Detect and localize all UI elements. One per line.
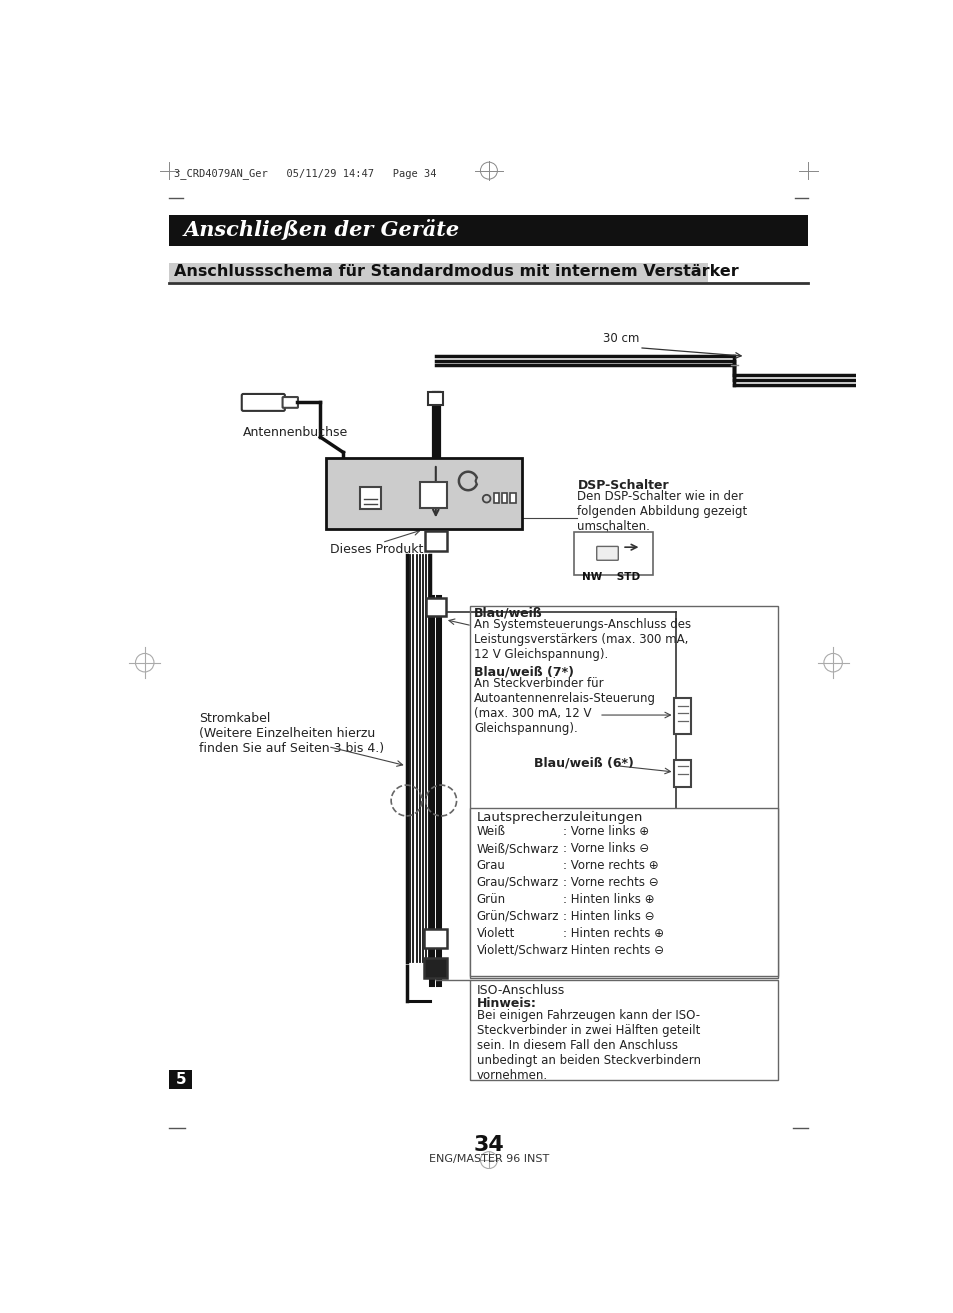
Text: Blau/weiß (6*): Blau/weiß (6*) <box>533 756 633 769</box>
FancyBboxPatch shape <box>493 494 498 503</box>
FancyBboxPatch shape <box>425 530 446 551</box>
Text: Den DSP-Schalter wie in der
folgenden Abbildung gezeigt
umschalten.: Den DSP-Schalter wie in der folgenden Ab… <box>577 490 747 533</box>
FancyBboxPatch shape <box>282 397 297 408</box>
FancyBboxPatch shape <box>470 979 777 1081</box>
Text: Violett/Schwarz: Violett/Schwarz <box>476 944 568 957</box>
FancyBboxPatch shape <box>501 494 507 503</box>
FancyBboxPatch shape <box>574 532 652 575</box>
Text: Grün/Schwarz: Grün/Schwarz <box>476 910 558 923</box>
Text: : Vorne links ⊖: : Vorne links ⊖ <box>562 842 648 855</box>
Text: : Hinten rechts ⊕: : Hinten rechts ⊕ <box>562 927 663 940</box>
Text: Lautsprecherzuleitungen: Lautsprecherzuleitungen <box>476 810 642 823</box>
Text: Anschließen der Geräte: Anschließen der Geräte <box>183 219 459 240</box>
Text: 30 cm: 30 cm <box>602 332 639 345</box>
Text: Grün: Grün <box>476 893 505 906</box>
Text: ENG/MASTER 96 INST: ENG/MASTER 96 INST <box>428 1154 549 1163</box>
Text: Anschlussschema für Standardmodus mit internem Verstärker: Anschlussschema für Standardmodus mit in… <box>173 264 738 280</box>
Text: Hinweis:: Hinweis: <box>476 997 536 1010</box>
Text: : Vorne rechts ⊕: : Vorne rechts ⊕ <box>562 859 658 872</box>
FancyBboxPatch shape <box>674 699 691 734</box>
Text: : Hinten links ⊕: : Hinten links ⊕ <box>562 893 654 906</box>
Text: ISO-Anschluss: ISO-Anschluss <box>476 983 564 997</box>
FancyBboxPatch shape <box>170 263 708 282</box>
Text: Grau: Grau <box>476 859 505 872</box>
Text: : Vorne links ⊕: : Vorne links ⊕ <box>562 825 648 838</box>
Text: : Hinten rechts ⊖: : Hinten rechts ⊖ <box>562 944 663 957</box>
FancyBboxPatch shape <box>596 546 618 561</box>
FancyBboxPatch shape <box>428 393 443 404</box>
FancyBboxPatch shape <box>241 394 285 411</box>
Text: DSP-Schalter: DSP-Schalter <box>577 479 668 492</box>
FancyBboxPatch shape <box>470 809 777 976</box>
Text: An Steckverbinder für
Autoantennenrelais-Steuerung
(max. 300 mA, 12 V
Gleichspan: An Steckverbinder für Autoantennenrelais… <box>474 678 656 735</box>
Text: Violett: Violett <box>476 927 515 940</box>
FancyBboxPatch shape <box>170 1070 193 1090</box>
Text: An Systemsteuerungs-Anschluss des
Leistungsverstärkers (max. 300 mA,
12 V Gleich: An Systemsteuerungs-Anschluss des Leistu… <box>474 618 691 660</box>
Text: Weiß/Schwarz: Weiß/Schwarz <box>476 842 558 855</box>
Text: 5: 5 <box>175 1071 186 1087</box>
Text: : Vorne rechts ⊖: : Vorne rechts ⊖ <box>562 876 658 889</box>
Text: Stromkabel
(Weitere Einzelheiten hierzu
finden Sie auf Seiten 3 bis 4.): Stromkabel (Weitere Einzelheiten hierzu … <box>198 712 383 755</box>
Text: : Hinten links ⊖: : Hinten links ⊖ <box>562 910 654 923</box>
FancyBboxPatch shape <box>170 215 807 246</box>
Text: Dieses Produkt: Dieses Produkt <box>329 542 422 555</box>
Text: Antennenbuchse: Antennenbuchse <box>243 425 348 439</box>
FancyBboxPatch shape <box>424 958 447 978</box>
Text: NW    STD: NW STD <box>581 572 639 582</box>
FancyBboxPatch shape <box>359 487 381 508</box>
FancyBboxPatch shape <box>325 458 521 529</box>
Text: 34: 34 <box>473 1134 504 1154</box>
FancyBboxPatch shape <box>425 597 445 617</box>
Text: Grau/Schwarz: Grau/Schwarz <box>476 876 558 889</box>
Text: 3_CRD4079AN_Ger   05/11/29 14:47   Page 34: 3_CRD4079AN_Ger 05/11/29 14:47 Page 34 <box>173 168 436 180</box>
Text: Blau/weiß (7*): Blau/weiß (7*) <box>474 666 574 679</box>
Text: Blau/weiß: Blau/weiß <box>474 607 542 620</box>
Text: Weiß: Weiß <box>476 825 505 838</box>
FancyBboxPatch shape <box>424 930 447 948</box>
FancyBboxPatch shape <box>674 760 691 788</box>
FancyBboxPatch shape <box>510 494 516 503</box>
FancyBboxPatch shape <box>420 482 446 508</box>
Text: Bei einigen Fahrzeugen kann der ISO-
Steckverbinder in zwei Hälften geteilt
sein: Bei einigen Fahrzeugen kann der ISO- Ste… <box>476 1010 700 1082</box>
